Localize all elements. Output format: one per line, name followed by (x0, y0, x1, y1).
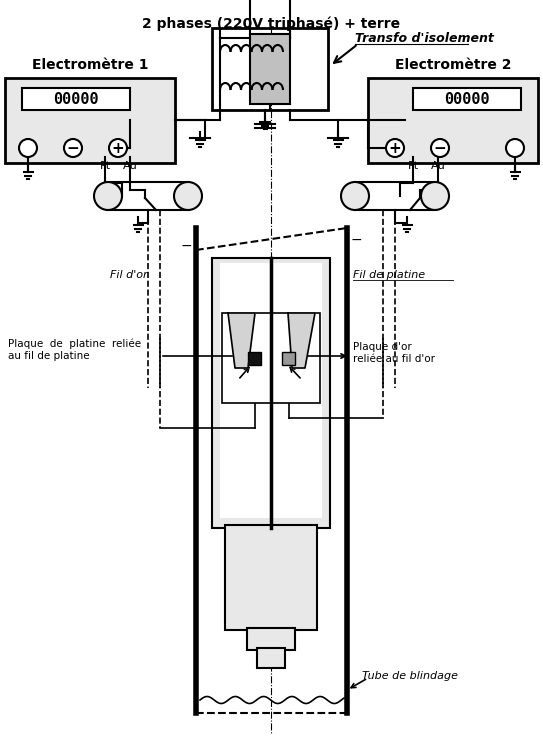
Bar (220, 263, 322, 518)
Text: 2 phases (220V triphasé) + terre: 2 phases (220V triphasé) + terre (142, 16, 400, 30)
Circle shape (431, 139, 449, 157)
Circle shape (174, 182, 202, 210)
Text: Plaque d'or
reliée au fil d'or: Plaque d'or reliée au fil d'or (353, 342, 435, 364)
Circle shape (109, 139, 127, 157)
Circle shape (64, 139, 82, 157)
Circle shape (94, 182, 122, 210)
Text: Fil d'or: Fil d'or (110, 270, 148, 280)
Bar (5, 78, 175, 163)
Text: Plaque  de  platine  reliée
au fil de platine: Plaque de platine reliée au fil de plati… (8, 339, 141, 361)
Bar (225, 525, 317, 630)
Circle shape (19, 139, 37, 157)
Text: Electromètre 2: Electromètre 2 (395, 58, 512, 72)
Text: 00000: 00000 (444, 92, 490, 106)
Text: Electromètre 1: Electromètre 1 (31, 58, 148, 72)
Circle shape (421, 182, 449, 210)
Text: +: + (389, 140, 401, 156)
Text: 00000: 00000 (53, 92, 99, 106)
Bar (355, 182, 435, 210)
Bar (247, 628, 295, 650)
Text: Tube de blindage: Tube de blindage (362, 671, 458, 681)
Text: −: − (350, 233, 362, 247)
Text: Transfo d'isolement: Transfo d'isolement (355, 32, 494, 44)
Text: Fil de platine: Fil de platine (353, 270, 425, 280)
Bar (212, 28, 328, 110)
Circle shape (506, 139, 524, 157)
Bar (222, 313, 320, 403)
Text: Au: Au (431, 161, 445, 171)
Text: +: + (112, 140, 124, 156)
Bar (257, 648, 285, 668)
Polygon shape (288, 313, 315, 368)
Text: −: − (434, 140, 446, 156)
Bar (22, 88, 130, 110)
Bar (248, 352, 261, 365)
Circle shape (341, 182, 369, 210)
Bar (413, 88, 521, 110)
Circle shape (386, 139, 404, 157)
Bar (108, 182, 188, 210)
Bar (282, 352, 295, 365)
Bar (368, 78, 538, 163)
Bar (212, 258, 330, 528)
Text: Pt: Pt (407, 161, 419, 171)
Text: Au: Au (123, 161, 137, 171)
Text: Pt: Pt (99, 161, 111, 171)
Text: −: − (67, 140, 79, 156)
Polygon shape (228, 313, 255, 368)
Text: −: − (180, 239, 192, 253)
Bar (250, 34, 290, 104)
